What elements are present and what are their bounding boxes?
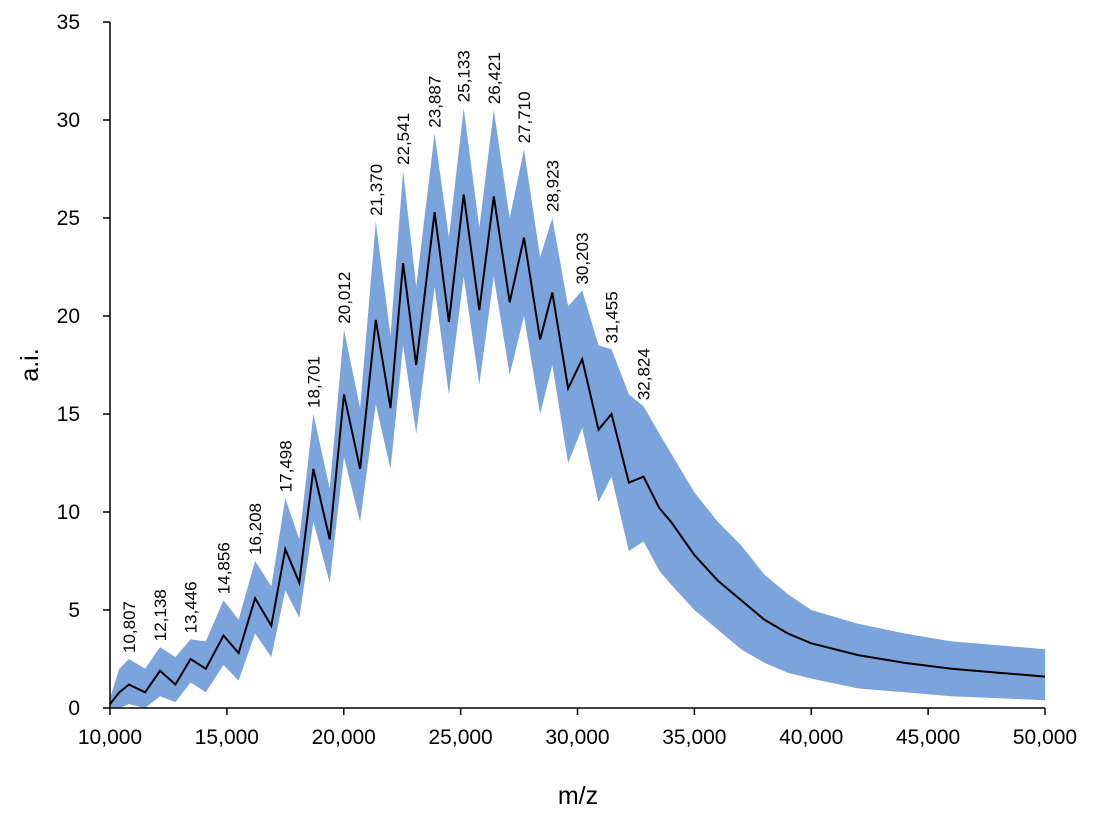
peak-label: 22,541 bbox=[394, 113, 413, 165]
x-tick-label: 20,000 bbox=[312, 726, 376, 749]
y-tick-label: 20 bbox=[57, 305, 80, 328]
y-tick-label: 5 bbox=[68, 599, 80, 622]
x-tick-label: 45,000 bbox=[896, 726, 960, 749]
peak-label: 31,455 bbox=[603, 291, 622, 343]
y-tick-label: 35 bbox=[57, 11, 80, 34]
peak-label: 32,824 bbox=[635, 348, 654, 400]
peak-label: 18,701 bbox=[304, 356, 323, 408]
peak-label: 17,498 bbox=[276, 440, 295, 492]
peak-label: 28,923 bbox=[543, 160, 562, 212]
x-tick-label: 10,000 bbox=[78, 726, 142, 749]
x-axis-title: m/z bbox=[558, 782, 598, 810]
x-tick-label: 40,000 bbox=[779, 726, 843, 749]
peak-label: 25,133 bbox=[455, 50, 474, 102]
y-tick-label: 0 bbox=[68, 697, 80, 720]
peak-label: 13,446 bbox=[182, 581, 201, 633]
peak-label: 30,203 bbox=[573, 233, 592, 285]
peak-label: 21,370 bbox=[367, 164, 386, 216]
peak-label: 10,807 bbox=[120, 601, 139, 653]
y-axis-title: a.i. bbox=[16, 348, 44, 381]
series-line bbox=[109, 194, 1046, 705]
peak-label: 14,856 bbox=[215, 542, 234, 594]
y-tick-label: 10 bbox=[57, 501, 80, 524]
x-tick-label: 35,000 bbox=[662, 726, 726, 749]
peak-label: 27,710 bbox=[515, 91, 534, 143]
x-tick-label: 50,000 bbox=[1013, 726, 1077, 749]
band-area bbox=[110, 108, 1045, 708]
y-tick-label: 15 bbox=[57, 403, 80, 426]
x-tick-label: 25,000 bbox=[429, 726, 493, 749]
peak-label: 26,421 bbox=[485, 52, 504, 104]
y-tick-label: 30 bbox=[57, 109, 80, 132]
x-tick-label: 30,000 bbox=[545, 726, 609, 749]
peak-label: 12,138 bbox=[151, 589, 170, 641]
x-tick-label: 15,000 bbox=[195, 726, 259, 749]
y-tick-label: 25 bbox=[57, 207, 80, 230]
peak-label: 16,208 bbox=[246, 503, 265, 555]
peak-label: 23,887 bbox=[426, 76, 445, 128]
peak-label: 20,012 bbox=[335, 272, 354, 324]
